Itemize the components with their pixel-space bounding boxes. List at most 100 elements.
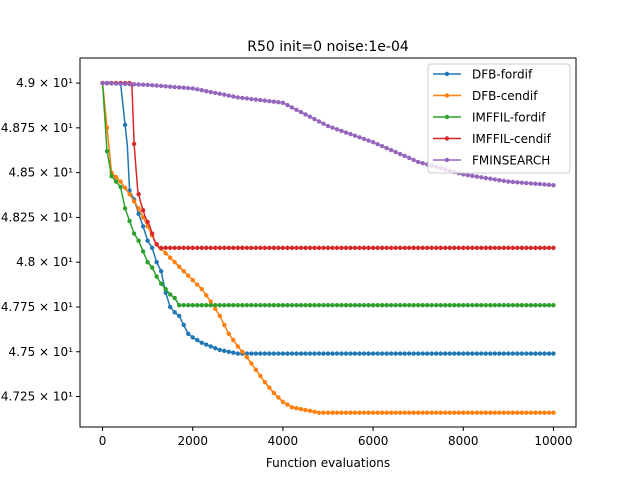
legend-item-imffil-cendif: IMFFIL-cendif — [433, 132, 552, 146]
data-point-dfb-fordif — [190, 335, 195, 340]
data-point-fminsearch — [420, 160, 425, 166]
data-point-fminsearch — [506, 179, 511, 184]
data-point-imffil-fordif — [303, 302, 308, 308]
data-point-fminsearch — [271, 99, 277, 104]
data-point-dfb-cendif — [253, 367, 259, 372]
data-point-imffil-fordif — [461, 302, 466, 308]
data-point-imffil-cendif — [204, 245, 209, 251]
data-point-fminsearch — [312, 116, 317, 122]
data-point-dfb-cendif — [528, 410, 534, 415]
data-point-dfb-cendif — [429, 410, 434, 415]
data-point-imffil-fordif — [420, 302, 425, 308]
data-point-fminsearch — [195, 87, 200, 92]
data-point-fminsearch — [479, 175, 484, 180]
data-point-imffil-cendif — [199, 245, 204, 251]
data-point-dfb-cendif — [456, 410, 461, 415]
data-point-imffil-cendif — [483, 245, 489, 251]
data-point-dfb-fordif — [361, 351, 367, 356]
data-point-dfb-fordif — [434, 351, 439, 356]
data-point-imffil-cendif — [402, 245, 407, 251]
data-point-imffil-fordif — [551, 302, 556, 308]
data-point-imffil-fordif — [104, 148, 110, 154]
data-point-dfb-fordif — [303, 351, 308, 356]
data-point-imffil-cendif — [370, 245, 376, 251]
data-point-imffil-cendif — [551, 245, 556, 251]
data-point-dfb-cendif — [470, 410, 475, 415]
data-point-fminsearch — [280, 100, 286, 105]
data-point-dfb-cendif — [461, 410, 466, 415]
data-point-imffil-cendif — [289, 245, 295, 251]
data-point-imffil-fordif — [456, 302, 461, 308]
y-tick-label: 4.875 × 10¹ — [1, 121, 73, 135]
data-point-imffil-cendif — [452, 245, 457, 251]
data-point-dfb-fordif — [425, 351, 430, 356]
data-point-dfb-cendif — [357, 410, 362, 415]
data-point-dfb-cendif — [312, 409, 317, 414]
data-point-imffil-fordif — [167, 292, 173, 297]
data-point-imffil-cendif — [384, 245, 389, 251]
data-point-dfb-fordif — [452, 351, 457, 356]
data-point-fminsearch — [167, 84, 173, 89]
data-point-imffil-fordif — [352, 302, 358, 308]
data-point-imffil-fordif — [370, 302, 376, 308]
data-point-fminsearch — [149, 83, 155, 88]
data-point-dfb-cendif — [235, 344, 241, 349]
data-point-imffil-cendif — [240, 245, 245, 251]
data-point-dfb-fordif — [420, 351, 425, 356]
data-point-fminsearch — [190, 86, 195, 91]
data-point-imffil-fordif — [190, 302, 195, 308]
data-point-imffil-cendif — [474, 245, 479, 251]
data-point-imffil-cendif — [524, 245, 529, 251]
data-point-dfb-fordif — [167, 304, 173, 310]
data-point-imffil-fordif — [479, 302, 484, 308]
data-point-imffil-cendif — [528, 245, 534, 251]
data-point-dfb-fordif — [551, 351, 556, 356]
data-point-dfb-fordif — [172, 310, 177, 315]
data-point-fminsearch — [474, 174, 479, 179]
data-point-dfb-fordif — [402, 351, 407, 356]
y-tick-label: 4.9 × 10¹ — [16, 76, 73, 90]
data-point-dfb-cendif — [163, 251, 168, 256]
data-point-dfb-fordif — [388, 351, 394, 356]
data-point-fminsearch — [465, 172, 470, 178]
data-point-imffil-cendif — [298, 245, 304, 251]
legend-marker — [444, 71, 450, 77]
data-point-fminsearch — [397, 151, 403, 157]
data-point-imffil-fordif — [158, 281, 164, 286]
y-tick-label: 4.8 × 10¹ — [16, 255, 73, 269]
data-point-dfb-cendif — [524, 410, 529, 415]
data-point-imffil-fordif — [222, 302, 227, 308]
data-point-imffil-cendif — [456, 245, 461, 251]
data-point-fminsearch — [366, 138, 371, 143]
data-point-fminsearch — [244, 96, 250, 101]
data-point-dfb-cendif — [240, 349, 245, 354]
data-point-imffil-fordif — [488, 302, 493, 308]
data-point-dfb-fordif — [244, 351, 250, 356]
data-point-dfb-fordif — [276, 351, 281, 356]
data-point-imffil-fordif — [452, 302, 457, 308]
data-point-imffil-cendif — [546, 245, 552, 251]
data-point-imffil-fordif — [434, 302, 439, 308]
data-point-dfb-fordif — [461, 351, 466, 356]
x-tick-label: 4000 — [268, 434, 299, 448]
data-point-imffil-fordif — [465, 302, 470, 308]
data-point-dfb-cendif — [361, 410, 367, 415]
data-point-imffil-cendif — [158, 245, 164, 251]
data-point-imffil-cendif — [443, 245, 448, 251]
data-point-imffil-fordif — [506, 302, 511, 308]
data-point-fminsearch — [109, 81, 114, 86]
data-point-dfb-cendif — [515, 410, 520, 415]
data-point-imffil-cendif — [208, 245, 213, 251]
data-point-fminsearch — [249, 96, 254, 102]
data-point-imffil-cendif — [348, 245, 353, 251]
legend-item-fminsearch: FMINSEARCH — [433, 154, 550, 168]
data-point-dfb-fordif — [262, 351, 268, 356]
data-point-dfb-cendif — [443, 410, 448, 415]
data-point-dfb-cendif — [190, 277, 195, 283]
data-point-fminsearch — [104, 81, 110, 86]
data-point-imffil-fordif — [501, 302, 507, 308]
data-point-imffil-fordif — [339, 302, 344, 308]
data-point-imffil-cendif — [447, 245, 452, 251]
data-point-dfb-cendif — [208, 299, 213, 304]
data-point-dfb-cendif — [343, 410, 349, 415]
